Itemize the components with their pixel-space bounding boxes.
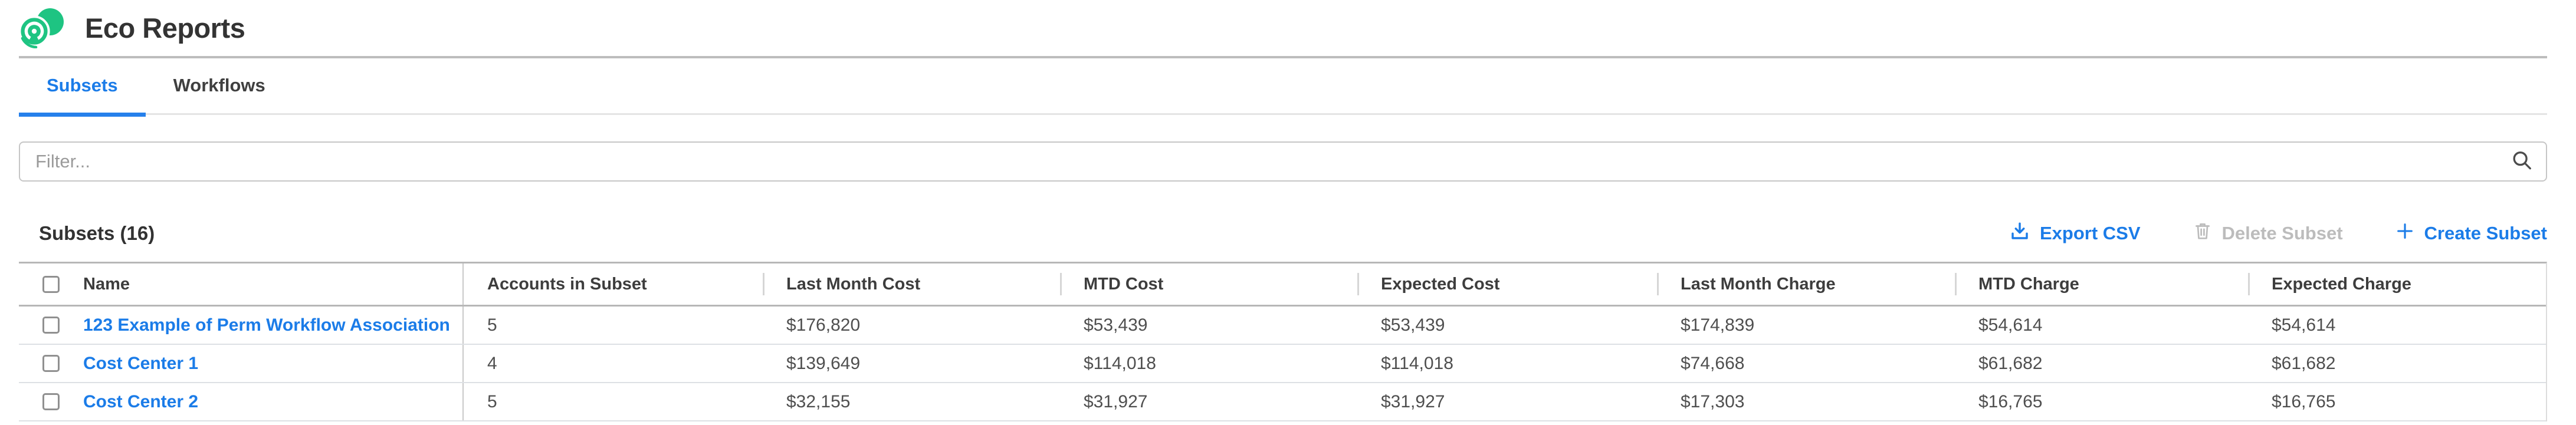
table-row: Cost Center 2 5 $32,155 $31,927 $31,927 … bbox=[19, 383, 2546, 421]
table-body: 123 Example of Perm Workflow Association… bbox=[19, 307, 2546, 421]
delete-subset-label: Delete Subset bbox=[2221, 222, 2343, 243]
tab-bar: Subsets Workflows bbox=[19, 58, 2547, 117]
tab-workflows[interactable]: Workflows bbox=[173, 75, 265, 95]
create-subset-label: Create Subset bbox=[2424, 222, 2547, 243]
row-checkbox[interactable] bbox=[42, 393, 60, 410]
last-month-charge-cell: $17,303 bbox=[1681, 391, 1745, 411]
tab-subsets[interactable]: Subsets bbox=[19, 58, 146, 117]
last-month-charge-cell: $174,839 bbox=[1681, 315, 1755, 335]
mtd-charge-cell: $16,765 bbox=[1978, 391, 2043, 411]
download-icon bbox=[2009, 220, 2030, 246]
table-row: Cost Center 1 4 $139,649 $114,018 $114,0… bbox=[19, 345, 2546, 383]
expected-charge-cell: $54,614 bbox=[2272, 315, 2336, 335]
name-cell: 123 Example of Perm Workflow Association bbox=[19, 307, 464, 344]
column-header-name: Name bbox=[19, 263, 464, 305]
header-divider bbox=[19, 56, 2547, 58]
mtd-cost-cell: $53,439 bbox=[1084, 315, 1148, 335]
mtd-cost-cell: $31,927 bbox=[1084, 391, 1148, 411]
trash-icon bbox=[2193, 220, 2213, 246]
mtd-charge-cell: $61,682 bbox=[1978, 353, 2043, 373]
column-header-label: Name bbox=[83, 274, 130, 294]
filter-bar bbox=[19, 141, 2547, 182]
select-all-checkbox[interactable] bbox=[42, 275, 60, 293]
create-subset-button[interactable]: Create Subset bbox=[2395, 221, 2547, 246]
expected-cost-cell: $31,927 bbox=[1381, 391, 1445, 411]
subset-name-link[interactable]: Cost Center 1 bbox=[83, 353, 199, 373]
last-month-charge-cell: $74,668 bbox=[1681, 353, 1745, 373]
app-header: Eco Reports bbox=[19, 0, 245, 56]
section-heading: Subsets (16) bbox=[39, 222, 155, 244]
filter-input[interactable] bbox=[19, 141, 2547, 182]
table-header-row: Name Accounts in Subset Last Month Cost … bbox=[19, 263, 2546, 307]
eco-swirl-logo-icon bbox=[19, 8, 68, 48]
subset-name-link[interactable]: Cost Center 2 bbox=[83, 391, 199, 411]
expected-cost-cell: $53,439 bbox=[1381, 315, 1445, 335]
row-checkbox[interactable] bbox=[42, 355, 60, 372]
expected-cost-cell: $114,018 bbox=[1381, 353, 1453, 373]
column-header-mtd-cost: MTD Cost bbox=[1060, 263, 1357, 305]
column-header-last-month-charge: Last Month Charge bbox=[1657, 263, 1955, 305]
column-header-expected-cost: Expected Cost bbox=[1357, 263, 1657, 305]
expected-charge-cell: $16,765 bbox=[2272, 391, 2336, 411]
name-cell: Cost Center 2 bbox=[19, 383, 464, 420]
plus-icon bbox=[2395, 221, 2415, 246]
last-month-cost-cell: $32,155 bbox=[786, 391, 851, 411]
mtd-cost-cell: $114,018 bbox=[1084, 353, 1156, 373]
subset-name-link[interactable]: 123 Example of Perm Workflow Association bbox=[83, 315, 450, 335]
expected-charge-cell: $61,682 bbox=[2272, 353, 2336, 373]
table-row: 123 Example of Perm Workflow Association… bbox=[19, 307, 2546, 345]
accounts-cell: 5 bbox=[487, 315, 497, 335]
toolbar-actions: Export CSV Delete Subset Create Subset bbox=[2009, 220, 2547, 246]
last-month-cost-cell: $176,820 bbox=[786, 315, 861, 335]
subsets-table: Name Accounts in Subset Last Month Cost … bbox=[19, 262, 2547, 421]
search-icon bbox=[2511, 149, 2533, 174]
mtd-charge-cell: $54,614 bbox=[1978, 315, 2043, 335]
delete-subset-button[interactable]: Delete Subset bbox=[2193, 220, 2343, 246]
column-header-accounts: Accounts in Subset bbox=[487, 274, 647, 294]
last-month-cost-cell: $139,649 bbox=[786, 353, 861, 373]
subsets-toolbar: Subsets (16) Export CSV Delete Subset bbox=[19, 211, 2547, 255]
column-header-expected-charge: Expected Charge bbox=[2248, 263, 2546, 305]
export-csv-button[interactable]: Export CSV bbox=[2009, 220, 2141, 246]
page-title: Eco Reports bbox=[85, 12, 245, 44]
accounts-cell: 4 bbox=[487, 353, 497, 373]
export-csv-label: Export CSV bbox=[2039, 222, 2141, 243]
name-cell: Cost Center 1 bbox=[19, 345, 464, 382]
column-header-mtd-charge: MTD Charge bbox=[1955, 263, 2248, 305]
accounts-cell: 5 bbox=[487, 391, 497, 411]
row-checkbox[interactable] bbox=[42, 317, 60, 334]
column-header-last-month-cost: Last Month Cost bbox=[763, 263, 1060, 305]
